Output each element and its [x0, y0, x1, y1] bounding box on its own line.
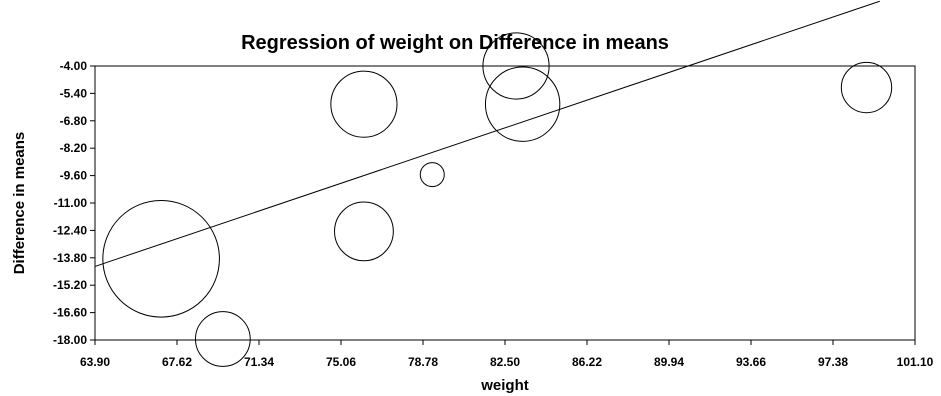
- bubble-point: [484, 66, 561, 142]
- x-axis-title: weight: [480, 377, 529, 394]
- bubble-point: [840, 61, 893, 114]
- bubble-point: [102, 199, 220, 318]
- y-tick-label: -4.00: [60, 59, 88, 73]
- y-tick-label: -18.00: [53, 333, 87, 347]
- x-tick-label: 75.06: [326, 355, 356, 369]
- bubble-layer: [102, 32, 893, 367]
- regression-line: [94, 0, 880, 267]
- x-tick-label: 78.78: [408, 355, 438, 369]
- x-tick-label: 97.38: [818, 355, 848, 369]
- x-tick-label: 82.50: [490, 355, 520, 369]
- x-tick-label: 71.34: [244, 355, 274, 369]
- x-tick-label: 86.22: [572, 355, 602, 369]
- x-tick-label: 93.66: [736, 355, 766, 369]
- y-tick-label: -15.20: [53, 278, 87, 292]
- x-tick-label: 67.62: [162, 355, 192, 369]
- bubble-point: [330, 70, 398, 138]
- x-tick-label: 101.10: [897, 355, 934, 369]
- y-tick-label: -5.40: [60, 86, 88, 100]
- y-tick-label: -12.40: [53, 223, 87, 237]
- x-tick-label: 89.94: [654, 355, 684, 369]
- bubble-point: [419, 162, 445, 188]
- x-tick-label: 63.90: [80, 355, 110, 369]
- y-tick-label: -9.60: [60, 169, 88, 183]
- bubble-point: [482, 32, 550, 100]
- y-tick-label: -8.20: [60, 141, 88, 155]
- y-tick-label: -13.80: [53, 251, 87, 265]
- bubble-point: [194, 311, 251, 367]
- y-tick-label: -16.60: [53, 306, 87, 320]
- y-tick-label: -6.80: [60, 114, 88, 128]
- bubble-point: [334, 201, 394, 262]
- y-axis: -4.00 -5.40 -6.80 -8.20 -9.60 -11.00 -12.40 -13…: [53, 59, 95, 347]
- chart-title: Regression of weight on Difference in me…: [241, 32, 669, 54]
- x-axis: 63.90 67.62 71.34 75.06 78.78 82.50 86.22 89.94…: [80, 340, 934, 369]
- y-tick-label: -11.00: [54, 196, 88, 210]
- plot-frame: [94, 65, 916, 341]
- y-axis-title: Difference in means: [11, 132, 28, 275]
